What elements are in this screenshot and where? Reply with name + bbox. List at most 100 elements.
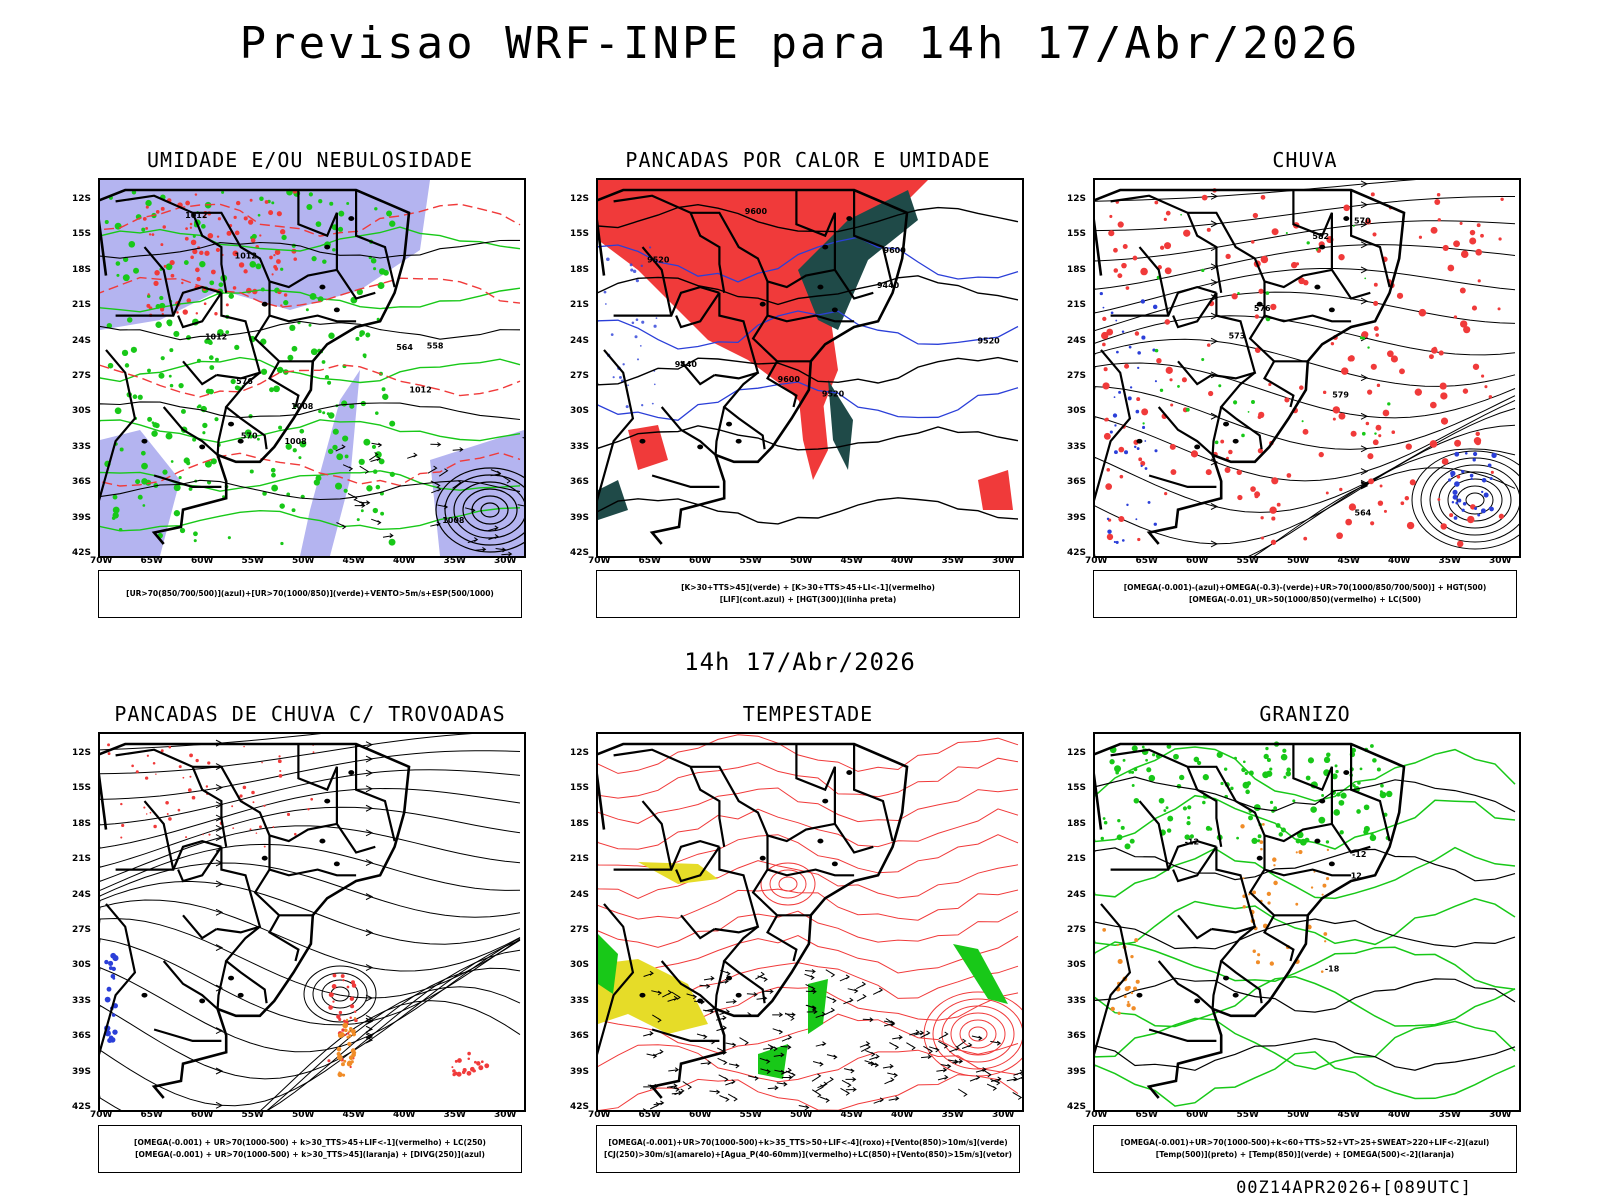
wind-vector	[819, 1096, 830, 1103]
field-blob	[1271, 477, 1279, 485]
wind-vector	[335, 444, 346, 452]
country-border	[253, 869, 313, 917]
country-border	[1350, 190, 1391, 288]
field-blob	[190, 239, 197, 246]
field-blob	[322, 259, 327, 264]
field-blob	[1268, 382, 1272, 387]
field-blob	[221, 190, 225, 194]
field-blob	[1201, 358, 1205, 362]
wind-vector	[646, 1053, 658, 1059]
field-blob	[214, 357, 219, 362]
field-blob	[232, 286, 237, 290]
latitude-tick-label: 36S	[570, 1031, 590, 1042]
lake-blob	[817, 284, 824, 290]
field-blob	[185, 227, 188, 231]
field-blob	[1121, 262, 1127, 269]
humidity-mid-area	[100, 430, 180, 556]
wind-vector	[938, 1031, 949, 1040]
field-blob	[353, 1017, 357, 1020]
field-blob	[1490, 470, 1494, 474]
vortex-contour	[1465, 492, 1485, 508]
field-blob	[480, 1060, 484, 1064]
field-blob	[168, 817, 172, 821]
field-blob	[1269, 767, 1273, 771]
field-blob	[1244, 771, 1248, 775]
wind-vector	[652, 1014, 662, 1023]
field-blob	[1469, 473, 1474, 478]
country-border	[1172, 292, 1218, 329]
field-blob	[145, 205, 149, 209]
field-blob	[286, 492, 291, 497]
field-blob	[1126, 503, 1129, 507]
field-blob	[360, 509, 364, 513]
field-blob	[1455, 501, 1459, 505]
wind-vector	[882, 1063, 894, 1069]
field-blob	[218, 282, 224, 288]
wind-vector	[921, 1054, 932, 1060]
wind-vector	[873, 1097, 885, 1104]
wind-vector	[840, 1087, 851, 1096]
streamline-arrow	[215, 834, 224, 842]
field-blob	[1439, 382, 1447, 390]
legend-line: [LIF](cont.azul) + [HGT(300)](linha pret…	[719, 595, 897, 604]
field-blob	[310, 348, 318, 356]
latitude-tick-label: 15S	[72, 229, 92, 240]
field-blob	[1164, 267, 1172, 275]
wind-vector	[811, 1089, 822, 1098]
field-blob	[1181, 377, 1187, 383]
field-blob	[259, 234, 262, 237]
field-blob	[1131, 745, 1138, 752]
map-p4	[98, 732, 526, 1112]
field-blob	[107, 1037, 113, 1044]
field-blob	[454, 1059, 458, 1063]
streamline-arrow	[1360, 201, 1369, 209]
field-blob	[1248, 815, 1254, 821]
field-blob	[135, 770, 139, 774]
field-blob	[1452, 489, 1458, 495]
field-blob	[1386, 790, 1393, 798]
wind-vector	[906, 1042, 916, 1051]
field-blob	[1434, 199, 1441, 205]
field-blob	[1331, 773, 1338, 780]
streamline	[100, 967, 521, 1110]
field-blob	[1399, 368, 1405, 375]
field-blob	[1261, 822, 1265, 826]
field-blob	[366, 485, 373, 492]
wind-vector	[475, 546, 487, 552]
country-border	[182, 914, 218, 940]
country-border	[143, 800, 175, 870]
field-blob	[287, 354, 294, 361]
field-blob	[1103, 367, 1108, 372]
wind-vector	[371, 442, 383, 448]
field-blob	[147, 416, 153, 422]
field-blob	[1158, 797, 1165, 804]
field-blob	[1156, 358, 1162, 364]
field-blob	[204, 338, 210, 344]
field-blob	[202, 431, 206, 435]
field-blob	[1170, 469, 1177, 475]
field-blob	[1477, 279, 1481, 283]
longitude-tick-label: 55W	[241, 556, 264, 566]
field-blob	[1414, 388, 1422, 396]
field-blob	[255, 832, 258, 834]
field-blob	[1254, 314, 1260, 319]
field-blob	[107, 743, 110, 747]
field-blob	[160, 749, 164, 753]
field-blob	[141, 227, 146, 232]
field-blob	[318, 409, 322, 414]
field-blob	[141, 462, 148, 470]
streamline	[1095, 315, 1516, 356]
vortex-contour	[923, 991, 1022, 1077]
country-border	[192, 765, 271, 836]
field-blob	[332, 1000, 335, 1003]
longitude-tick-label: 40W	[891, 556, 914, 566]
wind-vector	[452, 480, 462, 489]
wind-vector	[495, 547, 507, 553]
wind-vector	[798, 1105, 810, 1110]
streamline	[260, 1000, 521, 1110]
field-blob	[1438, 350, 1444, 356]
field-blob	[278, 425, 283, 430]
wind-vector	[929, 1046, 940, 1053]
field-blob	[1260, 847, 1263, 851]
field-blob	[1325, 491, 1329, 495]
